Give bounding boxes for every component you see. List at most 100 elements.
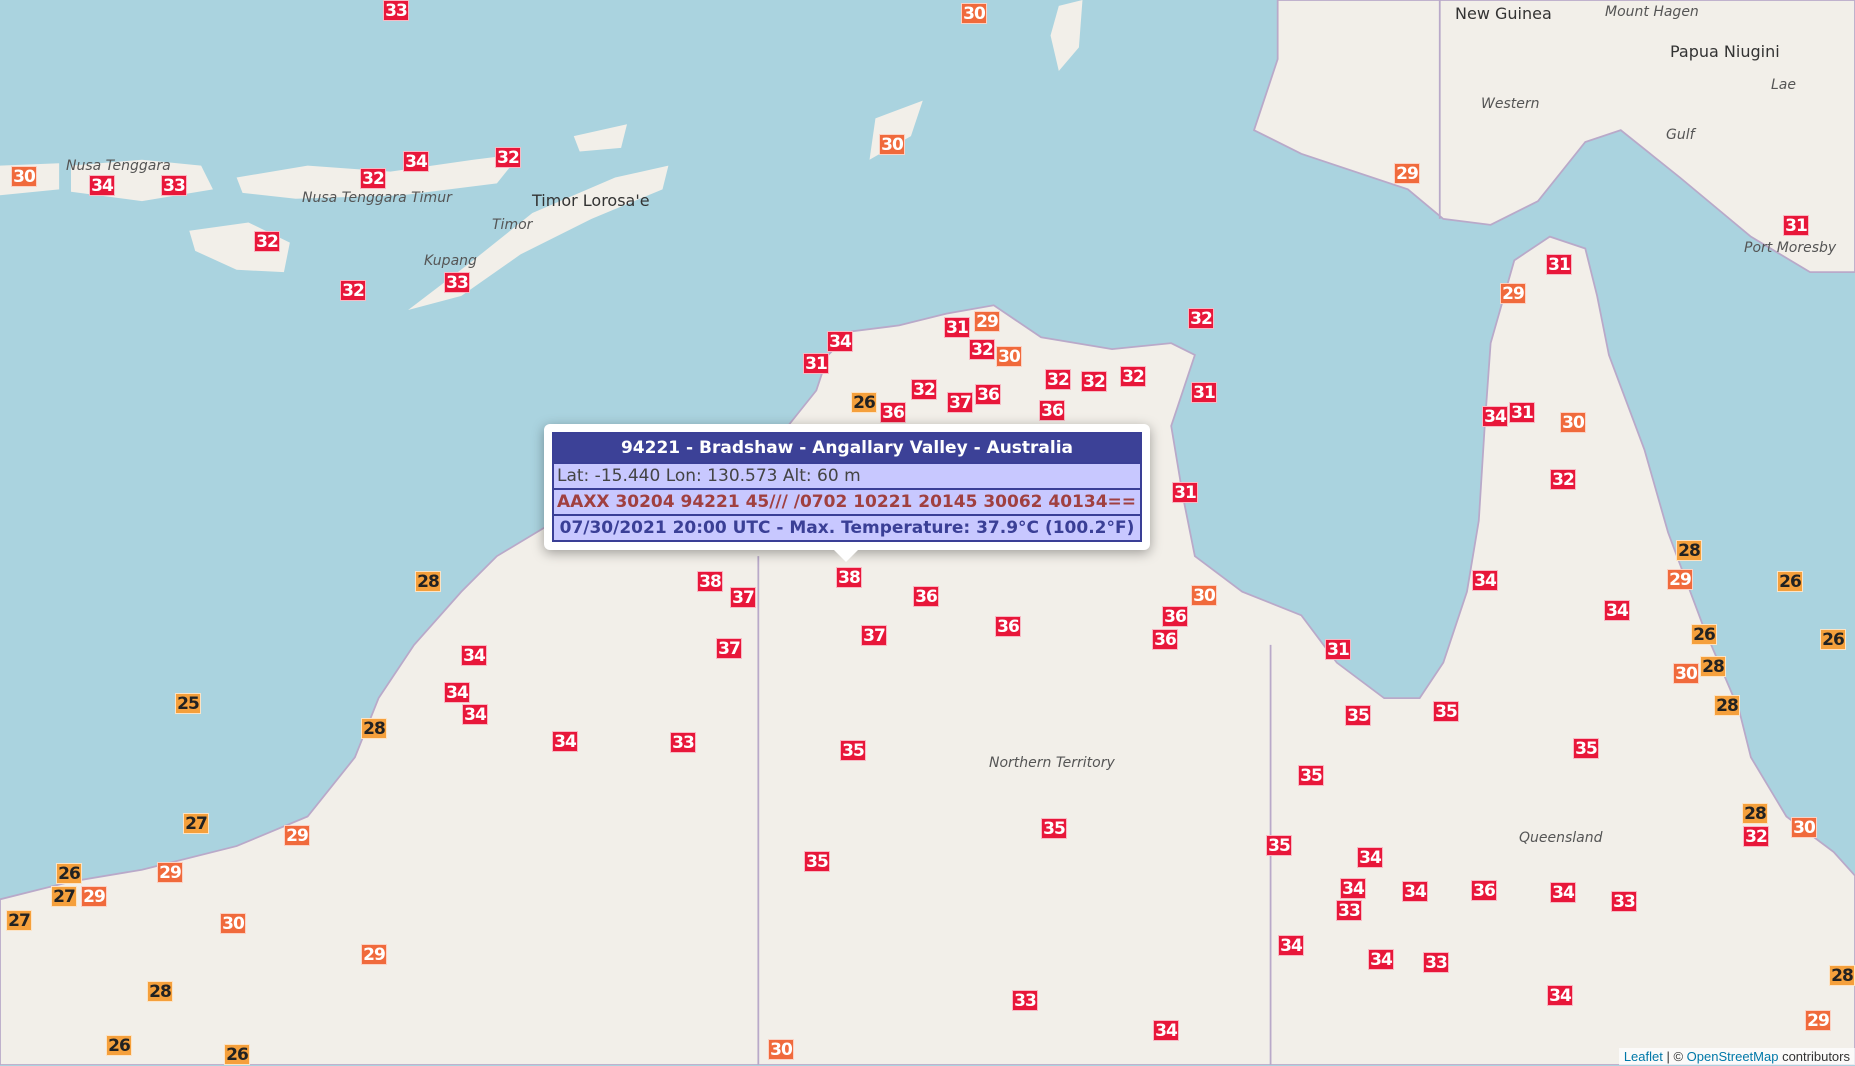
temperature-marker[interactable]: 30 bbox=[11, 166, 37, 187]
temperature-marker[interactable]: 34 bbox=[1357, 847, 1383, 868]
temperature-marker[interactable]: 29 bbox=[157, 862, 183, 883]
openstreetmap-link[interactable]: OpenStreetMap bbox=[1686, 1049, 1779, 1064]
temperature-marker[interactable]: 31 bbox=[803, 353, 829, 374]
temperature-marker[interactable]: 33 bbox=[1611, 891, 1637, 912]
temperature-marker[interactable]: 37 bbox=[730, 587, 756, 608]
temperature-marker[interactable]: 36 bbox=[1471, 880, 1497, 901]
temperature-marker[interactable]: 32 bbox=[254, 231, 280, 252]
temperature-marker[interactable]: 32 bbox=[1081, 371, 1107, 392]
temperature-marker[interactable]: 34 bbox=[1482, 406, 1508, 427]
temperature-marker[interactable]: 34 bbox=[552, 731, 578, 752]
temperature-marker[interactable]: 33 bbox=[444, 272, 470, 293]
temperature-marker[interactable]: 31 bbox=[1191, 382, 1217, 403]
temperature-marker[interactable]: 30 bbox=[1191, 585, 1217, 606]
temperature-marker[interactable]: 34 bbox=[1550, 882, 1576, 903]
temperature-marker[interactable]: 37 bbox=[947, 392, 973, 413]
temperature-marker[interactable]: 28 bbox=[1700, 656, 1726, 677]
temperature-marker[interactable]: 27 bbox=[6, 910, 32, 931]
temperature-marker[interactable]: 32 bbox=[1045, 369, 1071, 390]
temperature-marker[interactable]: 34 bbox=[827, 331, 853, 352]
temperature-marker[interactable]: 33 bbox=[383, 0, 409, 21]
temperature-marker[interactable]: 32 bbox=[340, 280, 366, 301]
temperature-marker[interactable]: 31 bbox=[1783, 215, 1809, 236]
temperature-marker[interactable]: 28 bbox=[1676, 540, 1702, 561]
temperature-marker[interactable]: 34 bbox=[462, 704, 488, 725]
temperature-marker[interactable]: 30 bbox=[996, 346, 1022, 367]
temperature-marker[interactable]: 29 bbox=[974, 311, 1000, 332]
temperature-marker[interactable]: 35 bbox=[1345, 705, 1371, 726]
temperature-marker[interactable]: 34 bbox=[1604, 600, 1630, 621]
temperature-marker[interactable]: 26 bbox=[56, 863, 82, 884]
temperature-marker[interactable]: 34 bbox=[1278, 935, 1304, 956]
temperature-marker[interactable]: 34 bbox=[1340, 878, 1366, 899]
temperature-marker[interactable]: 30 bbox=[768, 1039, 794, 1060]
temperature-marker[interactable]: 26 bbox=[1691, 624, 1717, 645]
temperature-marker[interactable]: 26 bbox=[1820, 629, 1846, 650]
temperature-marker[interactable]: 29 bbox=[1394, 163, 1420, 184]
temperature-marker[interactable]: 34 bbox=[1402, 881, 1428, 902]
temperature-marker[interactable]: 34 bbox=[1547, 985, 1573, 1006]
temperature-marker[interactable]: 38 bbox=[836, 567, 862, 588]
temperature-marker[interactable]: 31 bbox=[1509, 402, 1535, 423]
temperature-marker[interactable]: 30 bbox=[220, 913, 246, 934]
temperature-marker[interactable]: 26 bbox=[1777, 571, 1803, 592]
temperature-marker[interactable]: 26 bbox=[224, 1044, 250, 1065]
temperature-marker[interactable]: 37 bbox=[716, 638, 742, 659]
temperature-marker[interactable]: 28 bbox=[1714, 695, 1740, 716]
temperature-marker[interactable]: 33 bbox=[1423, 952, 1449, 973]
temperature-marker[interactable]: 31 bbox=[944, 317, 970, 338]
temperature-marker[interactable]: 34 bbox=[461, 645, 487, 666]
temperature-marker[interactable]: 35 bbox=[1573, 738, 1599, 759]
temperature-marker[interactable]: 36 bbox=[913, 586, 939, 607]
temperature-marker[interactable]: 36 bbox=[880, 402, 906, 423]
temperature-marker[interactable]: 26 bbox=[106, 1035, 132, 1056]
temperature-marker[interactable]: 35 bbox=[1041, 818, 1067, 839]
temperature-marker[interactable]: 31 bbox=[1172, 482, 1198, 503]
temperature-marker[interactable]: 33 bbox=[1012, 990, 1038, 1011]
temperature-marker[interactable]: 35 bbox=[804, 851, 830, 872]
temperature-marker[interactable]: 27 bbox=[183, 813, 209, 834]
temperature-marker[interactable]: 28 bbox=[147, 981, 173, 1002]
temperature-marker[interactable]: 27 bbox=[51, 886, 77, 907]
temperature-marker[interactable]: 29 bbox=[1805, 1010, 1831, 1031]
temperature-marker[interactable]: 34 bbox=[1153, 1020, 1179, 1041]
temperature-marker[interactable]: 31 bbox=[1325, 639, 1351, 660]
temperature-marker[interactable]: 28 bbox=[361, 718, 387, 739]
temperature-marker[interactable]: 34 bbox=[1472, 570, 1498, 591]
temperature-marker[interactable]: 33 bbox=[1336, 900, 1362, 921]
temperature-marker[interactable]: 28 bbox=[1742, 803, 1768, 824]
temperature-marker[interactable]: 26 bbox=[851, 392, 877, 413]
temperature-marker[interactable]: 35 bbox=[840, 740, 866, 761]
temperature-marker[interactable]: 34 bbox=[444, 682, 470, 703]
temperature-marker[interactable]: 34 bbox=[1368, 949, 1394, 970]
temperature-marker[interactable]: 32 bbox=[1550, 469, 1576, 490]
temperature-marker[interactable]: 38 bbox=[697, 571, 723, 592]
temperature-marker[interactable]: 36 bbox=[995, 616, 1021, 637]
temperature-marker[interactable]: 32 bbox=[1188, 308, 1214, 329]
temperature-marker[interactable]: 33 bbox=[670, 732, 696, 753]
temperature-marker[interactable]: 33 bbox=[161, 175, 187, 196]
temperature-marker[interactable]: 28 bbox=[415, 571, 441, 592]
temperature-marker[interactable]: 30 bbox=[961, 3, 987, 24]
temperature-marker[interactable]: 32 bbox=[969, 339, 995, 360]
temperature-marker[interactable]: 30 bbox=[879, 134, 905, 155]
temperature-marker[interactable]: 30 bbox=[1791, 817, 1817, 838]
temperature-marker[interactable]: 25 bbox=[175, 693, 201, 714]
temperature-marker[interactable]: 31 bbox=[1546, 254, 1572, 275]
temperature-marker[interactable]: 35 bbox=[1298, 765, 1324, 786]
temperature-marker[interactable]: 36 bbox=[1039, 400, 1065, 421]
temperature-marker[interactable]: 32 bbox=[360, 168, 386, 189]
temperature-marker[interactable]: 32 bbox=[495, 147, 521, 168]
temperature-marker[interactable]: 29 bbox=[81, 886, 107, 907]
temperature-marker[interactable]: 29 bbox=[1667, 569, 1693, 590]
temperature-marker[interactable]: 36 bbox=[975, 384, 1001, 405]
temperature-marker[interactable]: 30 bbox=[1560, 412, 1586, 433]
temperature-marker[interactable]: 37 bbox=[861, 625, 887, 646]
temperature-marker[interactable]: 30 bbox=[1673, 663, 1699, 684]
temperature-marker[interactable]: 32 bbox=[1120, 366, 1146, 387]
temperature-marker[interactable]: 29 bbox=[284, 825, 310, 846]
temperature-marker[interactable]: 32 bbox=[911, 379, 937, 400]
temperature-marker[interactable]: 28 bbox=[1829, 965, 1855, 986]
temperature-marker[interactable]: 36 bbox=[1162, 606, 1188, 627]
temperature-marker[interactable]: 36 bbox=[1152, 629, 1178, 650]
